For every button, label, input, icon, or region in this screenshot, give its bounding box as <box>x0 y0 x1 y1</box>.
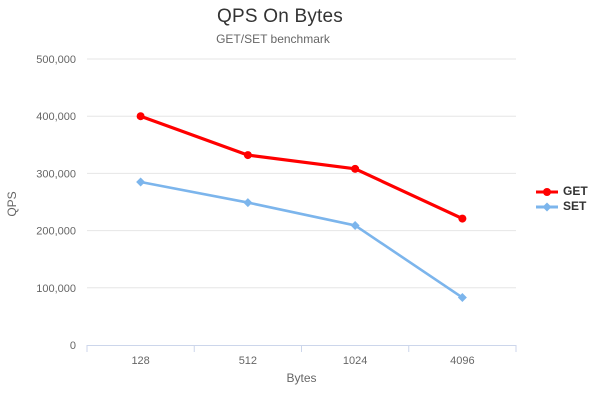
x-tick-label: 4096 <box>450 355 474 367</box>
y-tick-label: 100,000 <box>36 283 76 295</box>
y-axis-title: QPS <box>5 191 19 216</box>
chart-title: QPS On Bytes <box>217 6 343 27</box>
x-axis-title: Bytes <box>286 371 316 385</box>
series-get <box>136 112 467 223</box>
x-tick-label: 128 <box>131 355 149 367</box>
data-point-get-1024[interactable] <box>351 164 360 173</box>
legend-label: SET <box>563 199 587 213</box>
data-point-set-1024[interactable] <box>350 220 360 230</box>
y-tick-label: 200,000 <box>36 226 76 238</box>
data-point-set-4096[interactable] <box>457 293 467 303</box>
legend-label: GET <box>563 184 588 198</box>
series-line-set <box>139 180 464 299</box>
legend: GET SET <box>536 184 588 214</box>
legend-item-get[interactable]: GET <box>536 184 588 199</box>
legend-marker-shape[interactable] <box>543 187 551 196</box>
get-series-marker-icon <box>536 187 558 196</box>
chart-subtitle: GET/SET benchmark <box>216 32 330 46</box>
y-tick-label: 300,000 <box>36 168 76 180</box>
legend-marker-shape[interactable] <box>542 202 552 211</box>
series-set <box>136 177 467 303</box>
y-tick-label: 500,000 <box>36 54 76 66</box>
data-point-set-128[interactable] <box>136 177 146 187</box>
data-point-set-512[interactable] <box>243 198 253 208</box>
data-point-get-4096[interactable] <box>458 214 467 223</box>
x-tick-label: 512 <box>239 355 257 367</box>
series-line-get <box>139 114 464 221</box>
legend-item-set[interactable]: SET <box>536 199 588 214</box>
y-tick-label: 400,000 <box>36 111 76 123</box>
set-series-marker-icon <box>536 202 558 211</box>
data-point-get-128[interactable] <box>136 112 145 121</box>
data-point-get-512[interactable] <box>243 151 252 160</box>
x-tick-label: 1024 <box>343 355 367 367</box>
y-tick-label: 0 <box>70 340 76 352</box>
